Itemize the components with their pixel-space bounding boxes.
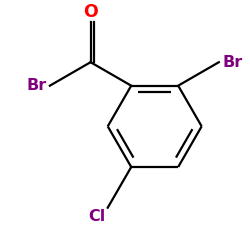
- Text: O: O: [83, 3, 98, 21]
- Text: Cl: Cl: [88, 209, 106, 224]
- Text: Br: Br: [26, 78, 46, 93]
- Text: Br: Br: [222, 55, 242, 70]
